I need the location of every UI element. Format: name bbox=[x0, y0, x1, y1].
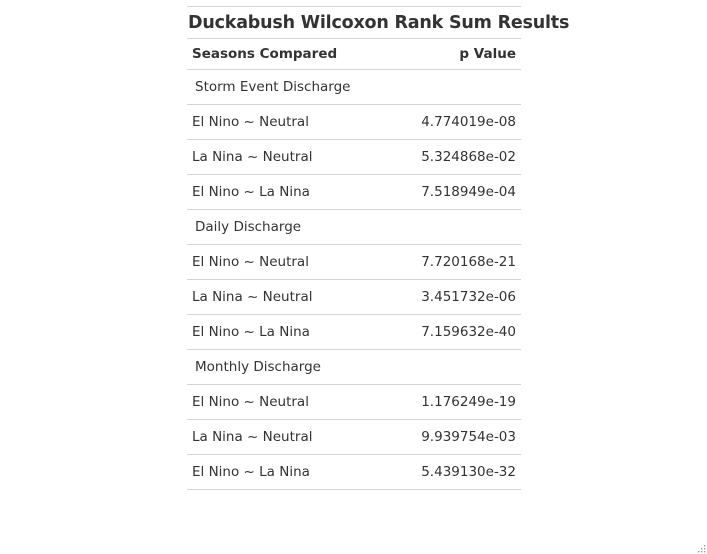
column-header-seasons: Seasons Compared bbox=[192, 46, 338, 62]
group-header-monthly: Monthly Discharge bbox=[187, 350, 521, 385]
column-header-row: Seasons Compared p Value bbox=[187, 39, 521, 70]
p-value-cell: 1.176249e-19 bbox=[421, 394, 516, 410]
results-table: Duckabush Wilcoxon Rank Sum Results Seas… bbox=[187, 6, 569, 490]
p-value-cell: 7.720168e-21 bbox=[421, 254, 516, 270]
group-label: Monthly Discharge bbox=[195, 359, 321, 375]
p-value-cell: 4.774019e-08 bbox=[421, 114, 516, 130]
table-row: La Nina ~ Neutral 5.324868e-02 bbox=[187, 140, 521, 175]
table-row: El Nino ~ Neutral 1.176249e-19 bbox=[187, 385, 521, 420]
p-value-cell: 5.439130e-32 bbox=[421, 464, 516, 480]
group-header-daily: Daily Discharge bbox=[187, 210, 521, 245]
comparison-cell: El Nino ~ Neutral bbox=[192, 254, 309, 270]
table-row: El Nino ~ Neutral 7.720168e-21 bbox=[187, 245, 521, 280]
table-row: El Nino ~ La Nina 7.159632e-40 bbox=[187, 315, 521, 350]
table-row: La Nina ~ Neutral 3.451732e-06 bbox=[187, 280, 521, 315]
comparison-cell: El Nino ~ La Nina bbox=[192, 184, 310, 200]
group-label: Storm Event Discharge bbox=[195, 79, 351, 95]
comparison-cell: La Nina ~ Neutral bbox=[192, 149, 313, 165]
group-header-storm-event: Storm Event Discharge bbox=[187, 70, 521, 105]
comparison-cell: La Nina ~ Neutral bbox=[192, 289, 313, 305]
p-value-cell: 7.159632e-40 bbox=[421, 324, 516, 340]
p-value-cell: 5.324868e-02 bbox=[421, 149, 516, 165]
column-header-p-value: p Value bbox=[459, 46, 516, 62]
p-value-cell: 3.451732e-06 bbox=[421, 289, 516, 305]
table-row: El Nino ~ Neutral 4.774019e-08 bbox=[187, 105, 521, 140]
p-value-cell: 9.939754e-03 bbox=[421, 429, 516, 445]
table-title: Duckabush Wilcoxon Rank Sum Results bbox=[188, 12, 570, 33]
table-row: La Nina ~ Neutral 9.939754e-03 bbox=[187, 420, 521, 455]
comparison-cell: La Nina ~ Neutral bbox=[192, 429, 313, 445]
comparison-cell: El Nino ~ La Nina bbox=[192, 464, 310, 480]
table-row: El Nino ~ La Nina 5.439130e-32 bbox=[187, 455, 521, 490]
table-title-row: Duckabush Wilcoxon Rank Sum Results bbox=[187, 6, 569, 39]
comparison-cell: El Nino ~ Neutral bbox=[192, 114, 309, 130]
table-row: El Nino ~ La Nina 7.518949e-04 bbox=[187, 175, 521, 210]
resize-grip-icon[interactable] bbox=[696, 543, 706, 553]
comparison-cell: El Nino ~ Neutral bbox=[192, 394, 309, 410]
p-value-cell: 7.518949e-04 bbox=[421, 184, 516, 200]
comparison-cell: El Nino ~ La Nina bbox=[192, 324, 310, 340]
group-label: Daily Discharge bbox=[195, 219, 302, 235]
